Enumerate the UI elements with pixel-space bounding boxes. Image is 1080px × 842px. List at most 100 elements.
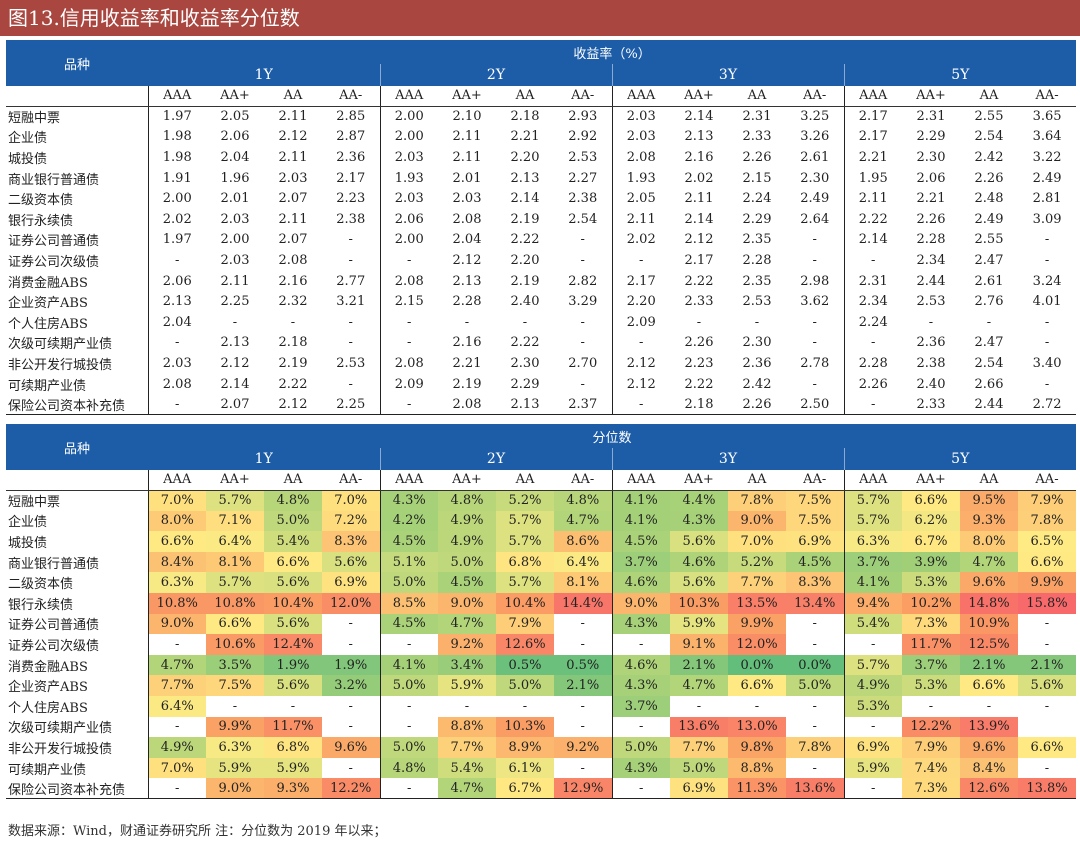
value-cell: - (928, 314, 934, 330)
value-cell: 2.19 (510, 211, 540, 227)
value-cell: 2.07 (278, 191, 308, 207)
table-row: 非公开发行城投债 4.9% 6.3% 6.8% 9.6% 5.0% 7.7% 8.9% 9.2%… (6, 737, 1077, 758)
value-cell: 8.5% (379, 592, 438, 614)
value-cell: - (147, 394, 206, 416)
table-row: 企业资产ABS 7.7% 7.5% 5.6% 3.2% 5.0% 5.9% 5.0% 2.1% 4… (6, 675, 1077, 696)
value-cell: - (843, 634, 902, 655)
value-cell: 2.17 (684, 252, 714, 268)
value-cell: 12.6% (496, 634, 554, 655)
row-name: 短融中票 (8, 495, 61, 511)
value-cell: 4.5% (379, 613, 438, 635)
value-cell: - (786, 613, 844, 635)
value-cell: 12.0% (322, 592, 380, 614)
value-cell: 2.44 (960, 394, 1018, 416)
value-cell: - (754, 314, 760, 330)
value-cell: - (1044, 335, 1050, 351)
value-cell: 2.81 (1032, 191, 1062, 207)
value-cell: 2.36 (742, 355, 772, 371)
corner-label: 品种 (6, 40, 148, 86)
value-cell: - (812, 314, 817, 330)
value-cell: 2.33 (684, 294, 714, 310)
value-cell: - (843, 394, 902, 416)
value-cell: 5.4% (843, 613, 902, 635)
rating-header: AA+ (670, 470, 728, 491)
value-cell: 2.1% (960, 654, 1018, 676)
value-cell: 4.9% (843, 675, 902, 696)
value-cell: 6.5% (1018, 531, 1077, 552)
value-cell: - (843, 778, 902, 800)
value-cell: - (348, 314, 353, 330)
value-cell: 2.98 (800, 273, 830, 289)
table-row: 商业银行普通债 1.91 1.96 2.03 2.17 1.93 2.01 2.13 2.27 1… (6, 167, 1076, 189)
value-cell: 2.26 (728, 394, 786, 416)
value-cell: 2.53 (742, 294, 772, 310)
value-cell: - (379, 394, 438, 416)
value-cell: 5.0% (611, 737, 670, 758)
value-cell: 5.0% (379, 572, 438, 593)
table-row: 消费金融ABS 2.06 2.11 2.16 2.77 2.08 2.13 2.19 2.82 2… (6, 270, 1076, 292)
rating-header: AA- (322, 86, 380, 107)
value-cell: 5.9% (843, 757, 902, 779)
value-cell: 5.0% (264, 510, 322, 532)
value-cell: - (611, 778, 670, 800)
value-cell: - (986, 314, 992, 330)
row-name: 消费金融ABS (8, 659, 88, 675)
value-cell: 4.7% (438, 613, 496, 635)
value-cell: 2.25 (220, 294, 250, 310)
value-cell: 1.97 (147, 106, 206, 127)
value-cell: 7.2% (322, 510, 380, 532)
value-cell: 13.9% (960, 716, 1018, 738)
value-cell: 2.06 (916, 170, 946, 186)
row-name: 非公开发行城投债 (8, 741, 113, 757)
table-row: 商业银行普通债 8.4% 8.1% 6.6% 5.6% 5.1% 5.0% 6.8% 6.4% 3… (6, 551, 1077, 573)
rating-header: AA+ (438, 470, 496, 491)
value-cell: 5.7% (496, 572, 554, 593)
table-row: 短融中票 7.0% 5.7% 4.8% 7.0% 4.3% 4.8% 5.2% 4.8% 4.1%… (6, 490, 1077, 511)
value-cell: 5.6% (670, 531, 728, 552)
value-cell: - (264, 695, 322, 717)
value-cell: 2.08 (379, 270, 438, 292)
table-row: 企业债 8.0% 7.1% 5.0% 7.2% 4.2% 4.9% 5.7% 4.7% 4.1% 4… (6, 510, 1077, 532)
value-cell: 2.30 (742, 335, 772, 351)
value-cell: 2.11 (278, 109, 308, 125)
value-cell: 2.26 (974, 170, 1004, 186)
value-cell: 2.21 (843, 147, 902, 168)
rating-header: AA (264, 470, 322, 491)
value-cell: 2.03 (147, 353, 206, 374)
rating-header: AA+ (206, 470, 264, 491)
row-name: 二级资本债 (8, 577, 74, 593)
value-cell: 2.20 (510, 252, 540, 268)
value-cell: 7.0% (322, 490, 380, 511)
value-cell: 2.11 (684, 191, 714, 207)
value-cell: 2.25 (322, 394, 380, 416)
value-cell: 5.6% (322, 551, 380, 573)
value-cell: - (960, 695, 1018, 717)
value-cell: - (812, 232, 817, 248)
value-cell: - (611, 716, 670, 738)
value-cell: 2.08 (452, 211, 482, 227)
row-name: 证券公司普通债 (8, 234, 100, 250)
value-cell: 1.97 (147, 229, 206, 251)
value-cell: 2.31 (916, 109, 946, 125)
value-cell: 2.85 (336, 109, 366, 125)
value-cell: 2.11 (611, 208, 670, 230)
value-cell: 4.1% (379, 654, 438, 676)
value-cell: - (843, 250, 902, 271)
table-row: 证券公司次级债 -2.03 2.08- -2.12 2.20- -2.17 2.28- -2.… (6, 250, 1076, 271)
value-cell: 2.13 (496, 394, 554, 416)
row-name: 可续期产业债 (8, 378, 87, 394)
value-cell: 3.09 (1032, 211, 1062, 227)
value-cell: 9.0% (206, 778, 264, 800)
value-cell: 2.10 (452, 109, 482, 125)
value-cell: 7.7% (728, 572, 786, 593)
value-cell: 9.9% (1018, 572, 1077, 593)
value-cell: 7.7% (670, 737, 728, 758)
value-cell: 5.6% (264, 572, 322, 593)
value-cell: 2.04 (220, 149, 250, 165)
rating-header: AA- (322, 470, 380, 491)
rating-header: AA- (1018, 86, 1077, 107)
value-cell: 4.7% (554, 510, 612, 532)
value-cell: 3.26 (800, 129, 830, 145)
value-cell: 2.29 (916, 129, 946, 145)
table-row: 个人住房ABS 2.04 - - - - - - - 2.09 - - - 2.24 - - - (6, 311, 1076, 333)
